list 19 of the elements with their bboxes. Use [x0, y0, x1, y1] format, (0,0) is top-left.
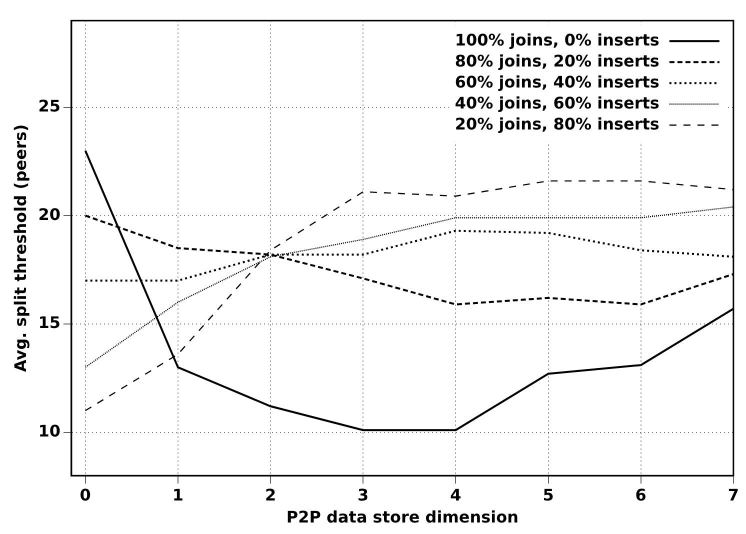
legend-label: 100% joins, 0% inserts [454, 30, 660, 50]
y-tick-label: 20 [38, 204, 60, 224]
y-axis-title: Avg. split threshold (peers) [10, 124, 30, 372]
legend-label: 60% joins, 40% inserts [454, 72, 660, 92]
x-axis-title: P2P data store dimension [286, 508, 519, 527]
x-tick-label: 2 [264, 485, 276, 504]
legend-label: 80% joins, 20% inserts [454, 51, 660, 70]
y-tick-label: 10 [38, 421, 60, 440]
x-tick-label: 4 [450, 485, 462, 504]
x-tick-label: 1 [172, 485, 184, 504]
x-tick-label: 3 [358, 485, 369, 504]
legend-label: 40% joins, 60% inserts [454, 93, 660, 112]
y-tick-label: 15 [38, 313, 60, 332]
x-tick-label: 6 [635, 485, 646, 504]
x-tick-label: 7 [728, 485, 740, 504]
legend-label: 20% joins, 80% inserts [454, 114, 660, 134]
x-tick-label: 0 [80, 485, 91, 504]
x-tick-label: 5 [542, 485, 554, 504]
y-tick-label: 25 [38, 96, 60, 116]
